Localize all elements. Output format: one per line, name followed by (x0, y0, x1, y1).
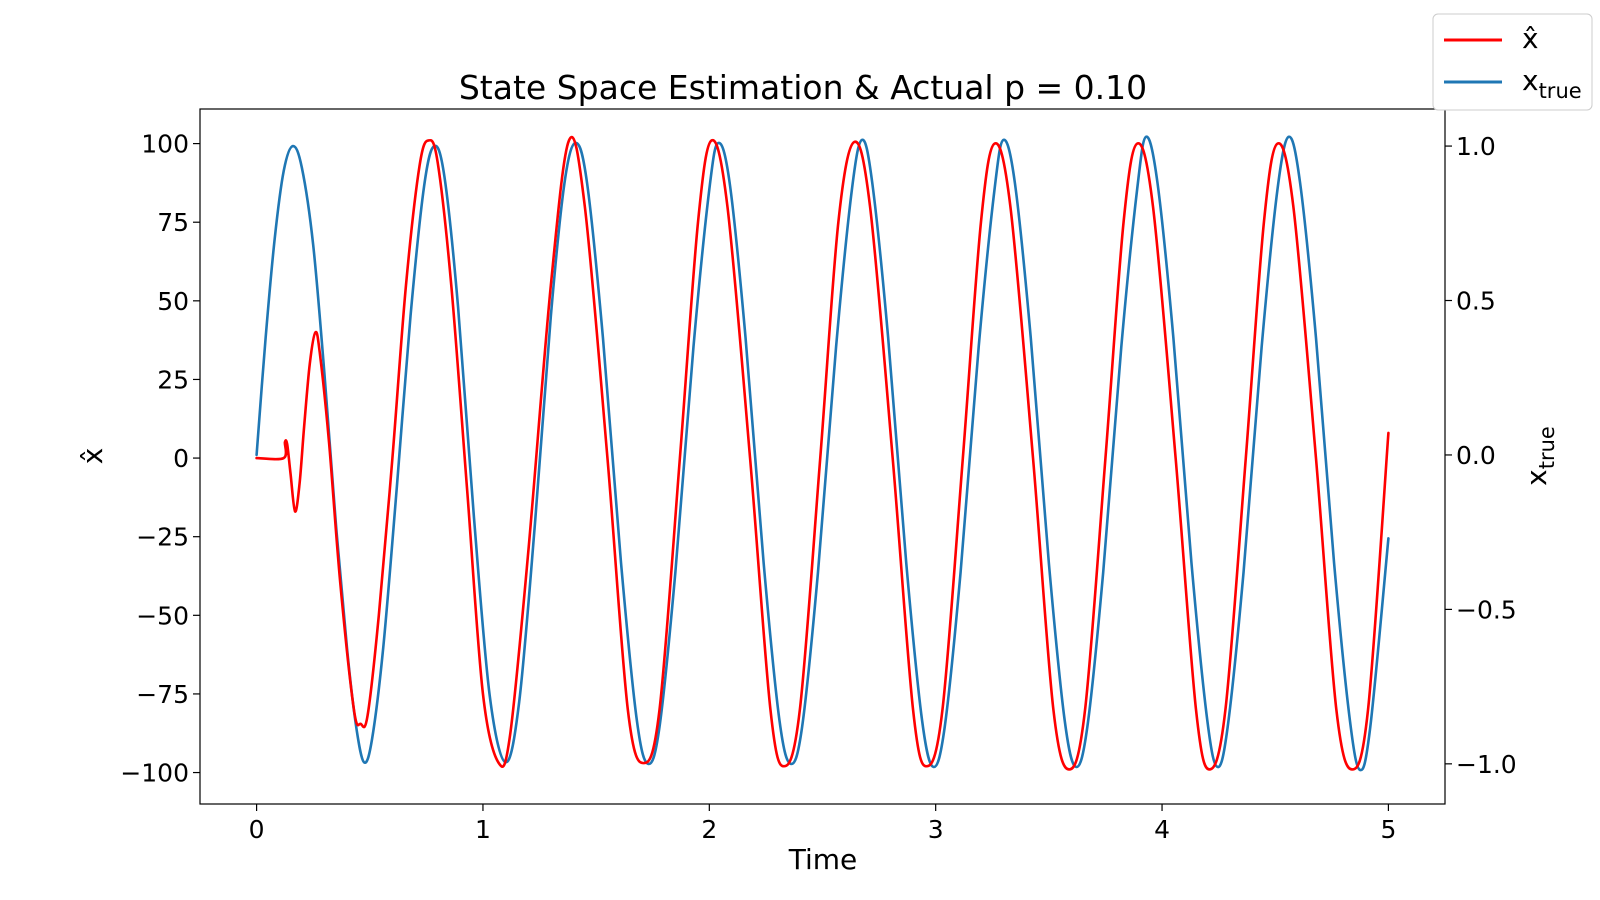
x-tick-label: 1 (475, 815, 491, 844)
y-right-axis-label: xtrue (1520, 426, 1559, 486)
y-left-tick-label: 50 (157, 287, 189, 316)
chart-title: State Space Estimation & Actual p = 0.10 (459, 68, 1147, 107)
legend-label-x-true-sub: true (1539, 79, 1582, 103)
x-tick-label: 0 (249, 815, 265, 844)
y-right-tick-label: −1.0 (1456, 750, 1517, 779)
y-right-axis-ticks: 1.0 0.5 0.0 −0.5 −1.0 (1445, 132, 1517, 779)
plot-frame (199, 108, 1446, 805)
y-left-tick-label: −100 (120, 759, 189, 788)
y-right-axis-label-base: x (1520, 469, 1553, 486)
y-left-tick-label: −50 (136, 601, 189, 630)
series-layer (255, 135, 1390, 772)
x-axis-ticks: 0 1 2 3 4 5 (249, 804, 1396, 844)
x-tick-label: 3 (928, 815, 944, 844)
x-tick-label: 4 (1154, 815, 1170, 844)
legend-label-x-hat: x̂ (1522, 22, 1539, 55)
legend: x̂ xtrue (1432, 13, 1593, 111)
y-left-axis-ticks: 100 75 50 25 0 −25 −50 −75 −100 (120, 130, 200, 788)
legend-label-x-true: xtrue (1522, 64, 1582, 103)
y-left-tick-label: 75 (157, 208, 189, 237)
y-right-tick-label: 0.5 (1456, 287, 1496, 316)
y-right-tick-label: −0.5 (1456, 595, 1517, 624)
x-tick-label: 2 (701, 815, 717, 844)
y-right-tick-label: 0.0 (1456, 441, 1496, 470)
y-left-tick-label: 0 (173, 444, 189, 473)
legend-box (1432, 13, 1593, 111)
y-left-tick-label: −25 (136, 523, 189, 552)
y-right-axis-label-sub: true (1535, 426, 1559, 469)
y-left-axis-label: x̂ (76, 448, 109, 465)
series-line-x-true (255, 135, 1390, 772)
series-line-x-hat (255, 135, 1390, 771)
y-left-tick-label: 25 (157, 365, 189, 394)
y-left-tick-label: 100 (141, 130, 189, 159)
x-tick-label: 5 (1380, 815, 1396, 844)
x-axis-label: Time (788, 843, 858, 876)
legend-label-x-true-base: x (1522, 64, 1539, 97)
y-left-tick-label: −75 (136, 680, 189, 709)
y-right-tick-label: 1.0 (1456, 132, 1496, 161)
